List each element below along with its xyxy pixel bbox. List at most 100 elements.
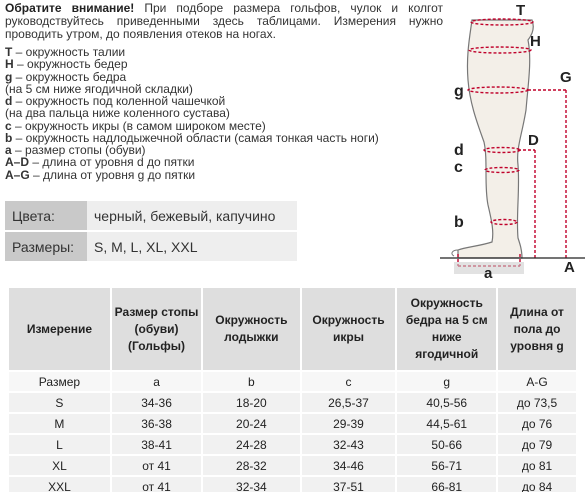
table-cell: до 76 [498, 414, 576, 433]
leg-measurement-diagram: T H g G d D c b a A [440, 2, 585, 282]
legend-key: H [5, 57, 14, 72]
table-cell: 38-41 [111, 435, 202, 454]
attention-label: Обратите внимание! [5, 1, 135, 15]
label-d: d [454, 142, 464, 159]
legend-item: g – окружность бедра [5, 69, 445, 84]
label-T: T [516, 2, 525, 19]
column-header: Измерение [9, 288, 110, 370]
intro-text: При подборе размера гольфов, чулок и кол… [5, 1, 443, 42]
table-cell: 56-71 [397, 456, 497, 475]
table-cell: 32-34 [203, 477, 300, 492]
units-row: Размер a b c g A-G [9, 372, 576, 391]
legend-item: d – окружность под коленной чашечкой [5, 95, 445, 107]
legend-item: c – окружность икры (в самом широком мес… [5, 118, 445, 133]
unit-cell: a [111, 372, 202, 391]
label-a: a [484, 265, 493, 282]
legend-key: c [5, 118, 12, 133]
table-cell: 34-36 [111, 393, 202, 412]
legend-item: (на два пальца ниже коленного сустава) [5, 107, 445, 119]
table-cell: до 84 [498, 477, 576, 492]
table-cell: M [9, 414, 110, 433]
column-header: Окружность лодыжки [203, 288, 300, 370]
table-cell: 29-39 [301, 414, 396, 433]
size-table-body: Размер a b c g A-G S 34-36 18-20 26,5-37 40,5-56 до… [9, 372, 576, 492]
colors-sizes-table: Цвета: черный, бежевый, капучино Размеры… [5, 199, 297, 263]
legend-text: – окружность бедра [12, 69, 127, 84]
table-row: XXL от 41 32-34 37-51 66-81 до 84 [9, 477, 576, 492]
column-header: Окружность икры [301, 288, 396, 370]
leg-silhouette [457, 19, 534, 259]
legend-key: b [5, 130, 13, 145]
table-cell: от 41 [111, 456, 202, 475]
legend-key: A–D [5, 155, 30, 170]
label-c: c [454, 159, 463, 176]
size-table: Измерение Размер стопы (обуви) (Гольфы) Ок… [7, 286, 578, 492]
table-cell: 66-81 [397, 477, 497, 492]
legend-text: (на два пальца ниже коленного сустава) [5, 106, 230, 121]
legend-item: T – окружность талии [5, 46, 445, 58]
table-cell: L [9, 435, 110, 454]
colors-label: Цвета: [5, 201, 87, 230]
sizes-row: Размеры: S, M, L, XL, XXL [5, 232, 297, 261]
column-header: Размер стопы (обуви) (Гольфы) [111, 288, 202, 370]
legend-text: – окружность под коленной чашечкой [12, 94, 226, 108]
legend-key: T [5, 45, 13, 59]
table-cell: до 79 [498, 435, 576, 454]
table-cell: 40,5-56 [397, 393, 497, 412]
colors-value: черный, бежевый, капучино [87, 201, 297, 230]
table-cell: 44,5-61 [397, 414, 497, 433]
column-header: Длина от пола до уровня g [498, 288, 576, 370]
table-row: M 36-38 20-24 29-39 44,5-61 до 76 [9, 414, 576, 433]
table-cell: 28-32 [203, 456, 300, 475]
table-cell: до 81 [498, 456, 576, 475]
unit-cell: b [203, 372, 300, 391]
legend-text: – окружность талии [12, 45, 126, 59]
foot-size-marker [454, 262, 524, 274]
label-g: g [454, 83, 464, 100]
legend-item: H – окружность бедер [5, 58, 445, 70]
table-cell: 20-24 [203, 414, 300, 433]
intro-paragraph: Обратите внимание! При подборе размера г… [5, 1, 443, 42]
legend-text: (на 5 см ниже ягодичной складки) [5, 81, 193, 96]
unit-cell: A-G [498, 372, 576, 391]
table-row: XL от 41 28-32 34-46 56-71 до 81 [9, 456, 576, 475]
table-row: L 38-41 24-28 32-43 50-66 до 79 [9, 435, 576, 454]
legend-key: d [5, 94, 13, 108]
legend-key: A–G [5, 167, 30, 182]
column-header: Окружность бедра на 5 см ниже ягодичной [397, 288, 497, 370]
label-H: H [530, 33, 541, 50]
table-row: S 34-36 18-20 26,5-37 40,5-56 до 73,5 [9, 393, 576, 412]
table-cell: XL [9, 456, 110, 475]
legend-text: – размер стопы (обуви) [11, 143, 146, 157]
legend-item: A–D – длина от уровня d до пятки [5, 156, 445, 168]
measurement-legend: T – окружность талии H – окружность бедер… [5, 46, 445, 181]
legend-text: – окружность бедер [13, 57, 128, 72]
legend-item: a – размер стопы (обуви) [5, 144, 445, 156]
legend-text: – окружность надлодыжечной области (сама… [12, 130, 379, 145]
table-cell: 24-28 [203, 435, 300, 454]
table-cell: 18-20 [203, 393, 300, 412]
table-cell: XXL [9, 477, 110, 492]
unit-cell: c [301, 372, 396, 391]
sizes-value: S, M, L, XL, XXL [87, 232, 297, 261]
table-cell: S [9, 393, 110, 412]
legend-text: – длина от уровня g до пятки [29, 167, 196, 182]
unit-cell: Размер [9, 372, 110, 391]
table-cell: до 73,5 [498, 393, 576, 412]
label-D: D [528, 132, 539, 149]
table-cell: 36-38 [111, 414, 202, 433]
label-G: G [560, 69, 572, 86]
legend-key: a [5, 143, 12, 157]
sizes-label: Размеры: [5, 232, 87, 261]
table-cell: 26,5-37 [301, 393, 396, 412]
legend-text: – длина от уровня d до пятки [29, 155, 195, 170]
label-A: A [564, 259, 575, 276]
label-b: b [454, 214, 464, 231]
legend-item: A–G – длина от уровня g до пятки [5, 167, 445, 182]
unit-cell: g [397, 372, 497, 391]
legend-key: g [5, 69, 13, 84]
table-cell: 34-46 [301, 456, 396, 475]
legend-item: (на 5 см ниже ягодичной складки) [5, 83, 445, 95]
colors-row: Цвета: черный, бежевый, капучино [5, 201, 297, 230]
table-cell: от 41 [111, 477, 202, 492]
